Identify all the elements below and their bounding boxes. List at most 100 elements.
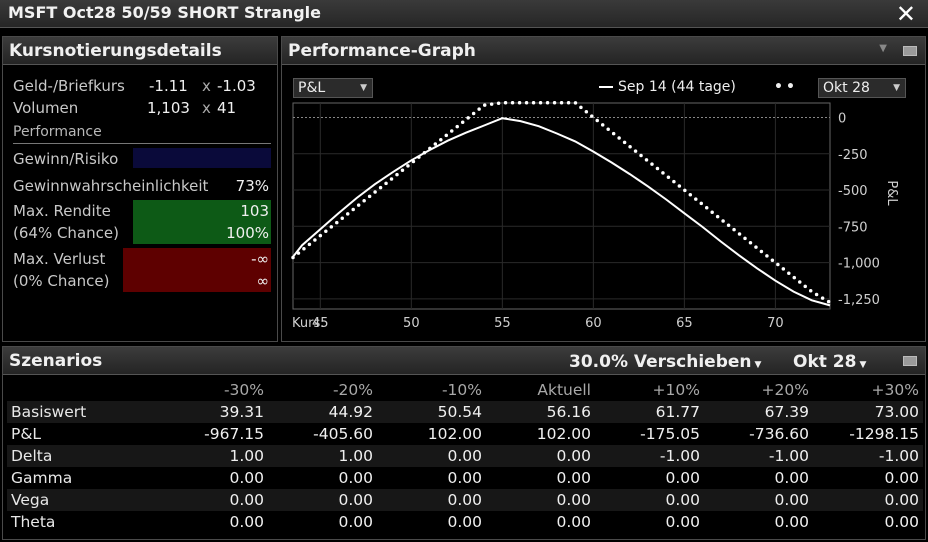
table-cell: 0.00 <box>268 511 377 533</box>
chevron-down-icon: ▼ <box>360 83 367 93</box>
max-loss-label: Max. Verlust <box>13 250 106 268</box>
expiry-dropdown[interactable]: Okt 28 ▼ <box>818 78 906 98</box>
table-cell: -1.00 <box>595 445 704 467</box>
x-axis-label: Kurs: <box>292 316 325 331</box>
window-titlebar: MSFT Oct28 50/59 SHORT Strangle ✕ <box>0 0 928 28</box>
table-cell: 61.77 <box>595 401 704 423</box>
x-tick-label: 60 <box>585 316 602 331</box>
table-cell: -175.05 <box>595 423 704 445</box>
x-tick-label: 65 <box>676 316 693 331</box>
y-tick-label: -750 <box>838 220 868 235</box>
chevron-down-icon: ▼ <box>859 360 867 370</box>
pnl-chart[interactable]: Kurs:45 50 55 60 65 70 0 -250 -500 -750 -1,000 -1,2… <box>282 101 925 341</box>
table-cell: 0.00 <box>486 511 595 533</box>
table-cell: 67.39 <box>704 401 813 423</box>
scenario-date-value: Okt 28 <box>793 352 857 372</box>
column-header: Aktuell <box>537 381 591 399</box>
shift-dropdown-value: 30.0% Verschieben <box>569 352 752 372</box>
table-cell: 0.00 <box>813 489 923 511</box>
table-cell: 0.00 <box>813 467 923 489</box>
table-cell: 1.00 <box>157 445 268 467</box>
table-cell: 1.00 <box>268 445 377 467</box>
volume-ask-value: 41 <box>217 99 237 117</box>
gain-probability-value: 73% <box>235 177 269 195</box>
table-cell: 0.00 <box>486 467 595 489</box>
chart-grid <box>292 102 831 310</box>
table-cell: -967.15 <box>157 423 268 445</box>
table-cell: 0.00 <box>377 467 486 489</box>
max-return-box <box>133 200 271 244</box>
gain-risk-bar <box>133 148 271 168</box>
table-cell: 44.92 <box>268 401 377 423</box>
volume-label: Volumen <box>13 99 79 117</box>
performance-graph-title: Performance-Graph <box>288 41 476 61</box>
scenarios-table: -30% -20% -10% Aktuell +10% +20% +30% Basiswert… <box>7 379 923 533</box>
table-cell: 50.54 <box>377 401 486 423</box>
panel-minimize-icon[interactable] <box>903 46 917 56</box>
legend-dotted-swatch: •• <box>774 79 798 95</box>
bid-value: -1.11 <box>149 77 188 95</box>
table-row: Vega 0.00 0.00 0.00 0.00 0.00 0.00 0.00 <box>7 489 923 511</box>
ask-value: -1.03 <box>217 77 256 95</box>
legend-solid-swatch <box>599 86 613 88</box>
quote-details-panel: Kursnotierungsdetails Geld-/Briefkurs -1… <box>2 36 278 342</box>
metric-dropdown-value: P&L <box>298 80 326 96</box>
table-cell: -736.60 <box>704 423 813 445</box>
metric-dropdown[interactable]: P&L ▼ <box>293 78 373 98</box>
legend-solid: Sep 14 (44 tage) <box>599 79 736 95</box>
max-return-label: Max. Rendite <box>13 202 111 220</box>
table-cell: 73.00 <box>813 401 923 423</box>
row-label: Delta <box>7 445 157 467</box>
table-cell: 0.00 <box>486 445 595 467</box>
bid-ask-label: Geld-/Briefkurs <box>13 77 125 95</box>
row-label: Theta <box>7 511 157 533</box>
max-loss-chance-label: (0% Chance) <box>13 272 110 290</box>
scenarios-panel: Szenarios 30.0% Verschieben ▼ Okt 28 ▼ -30… <box>2 346 926 540</box>
y-tick-label: 0 <box>838 112 846 127</box>
expiry-dropdown-value: Okt 28 <box>823 80 870 96</box>
column-header: -30% <box>223 381 264 399</box>
row-label: Gamma <box>7 467 157 489</box>
table-cell: 0.00 <box>486 489 595 511</box>
table-row: Basiswert 39.31 44.92 50.54 56.16 61.77 67.39 7… <box>7 401 923 423</box>
gain-risk-label: Gewinn/Risiko <box>13 150 119 168</box>
table-cell: 102.00 <box>377 423 486 445</box>
table-cell: 0.00 <box>157 467 268 489</box>
table-cell: 0.00 <box>813 511 923 533</box>
table-row: P&L -967.15 -405.60 102.00 102.00 -175.05 -736… <box>7 423 923 445</box>
x-tick-label: 50 <box>403 316 420 331</box>
table-cell: 0.00 <box>377 511 486 533</box>
column-header: -20% <box>332 381 373 399</box>
scenario-date-dropdown[interactable]: Okt 28 ▼ <box>793 352 866 372</box>
column-header: +10% <box>652 381 700 399</box>
shift-dropdown[interactable]: 30.0% Verschieben ▼ <box>569 352 761 372</box>
column-header: +20% <box>761 381 809 399</box>
panel-minimize-icon[interactable] <box>903 356 917 366</box>
row-label: P&L <box>7 423 157 445</box>
table-cell: 39.31 <box>157 401 268 423</box>
table-row: Theta 0.00 0.00 0.00 0.00 0.00 0.00 0.00 <box>7 511 923 533</box>
volume-separator: x <box>202 99 211 117</box>
performance-graph-header: Performance-Graph ▼ <box>282 37 925 65</box>
column-header: -10% <box>441 381 482 399</box>
max-loss-box <box>123 248 271 292</box>
panel-menu-icon[interactable]: ▼ <box>879 43 887 54</box>
volume-bid-value: 1,103 <box>147 99 190 117</box>
table-cell: 0.00 <box>377 445 486 467</box>
dotted-line-icon: •• <box>774 79 798 95</box>
chart-ticks: Kurs:45 50 55 60 65 70 0 -250 -500 -750 -1,000 -1,2… <box>292 112 899 331</box>
gain-probability-label: Gewinnwahrscheinlichkeit <box>13 177 209 195</box>
table-row: Gamma 0.00 0.00 0.00 0.00 0.00 0.00 0.00 <box>7 467 923 489</box>
table-row: Delta 1.00 1.00 0.00 0.00 -1.00 -1.00 -1.00 <box>7 445 923 467</box>
table-cell: 0.00 <box>157 489 268 511</box>
table-cell: -405.60 <box>268 423 377 445</box>
scenarios-header: Szenarios 30.0% Verschieben ▼ Okt 28 ▼ <box>3 347 925 375</box>
table-cell: -1.00 <box>813 445 923 467</box>
table-cell: 56.16 <box>486 401 595 423</box>
column-header: +30% <box>871 381 919 399</box>
table-cell: 0.00 <box>704 489 813 511</box>
close-icon[interactable]: ✕ <box>895 0 916 28</box>
legend-solid-label: Sep 14 (44 tage) <box>618 79 736 95</box>
performance-graph-panel: Performance-Graph ▼ P&L ▼ Sep 14 (44 tag… <box>281 36 926 342</box>
chevron-down-icon: ▼ <box>754 360 762 370</box>
